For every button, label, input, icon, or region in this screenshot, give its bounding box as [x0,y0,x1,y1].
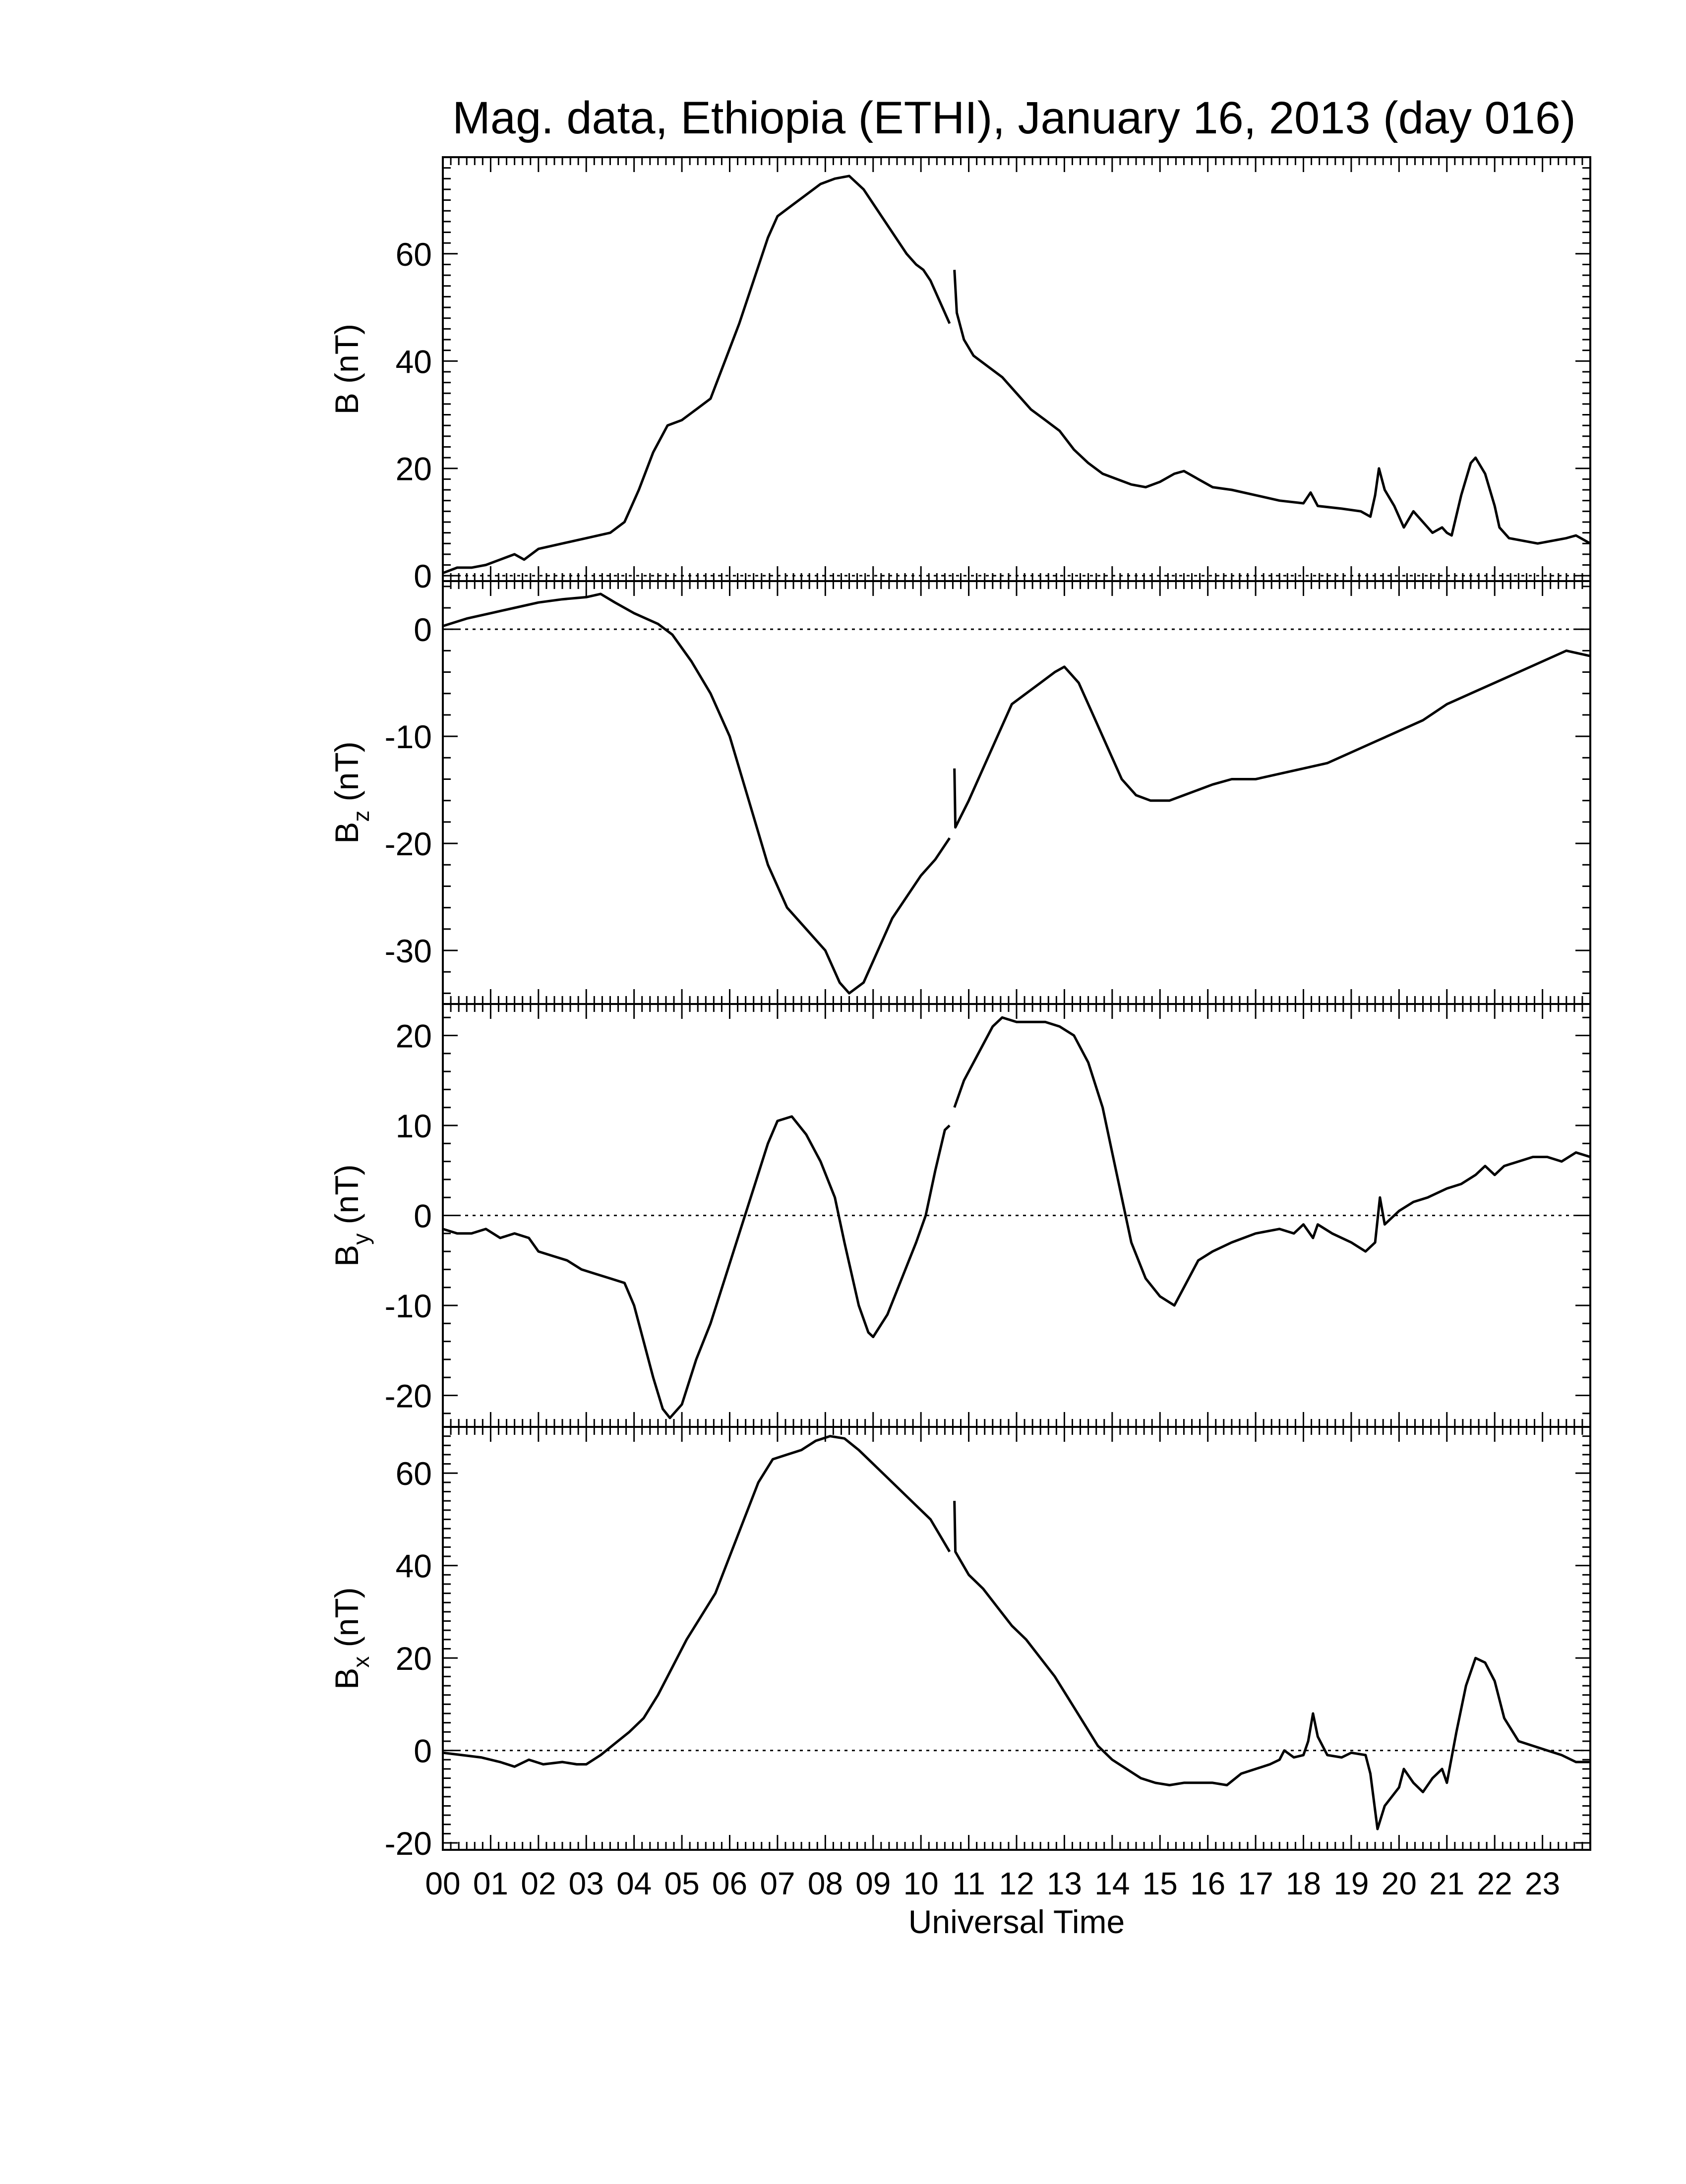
y-tick-label: -10 [385,718,432,755]
y-tick-label: -20 [385,826,432,862]
x-tick-label: 22 [1477,1866,1512,1901]
x-tick-label: 06 [712,1866,747,1901]
x-tick-label: 20 [1382,1866,1417,1901]
series-line-segment [953,1501,1590,1830]
y-axis-label: By (nT) [328,1164,374,1266]
y-axis-label-units: (nT) [328,1164,365,1233]
y-tick-label: -20 [385,1825,432,1862]
y-tick-label: 60 [396,236,432,273]
y-axis-label: Bz (nT) [328,741,374,843]
x-tick-label: 14 [1094,1866,1130,1901]
x-tick-label: 00 [425,1866,460,1901]
y-axis-label-main: B [328,1668,365,1690]
x-tick-label: 09 [855,1866,891,1901]
x-tick-label: 15 [1143,1866,1178,1901]
y-axis-label-main: B [328,822,365,844]
y-tick-label: 0 [414,558,432,594]
y-axis-label-units: (nT) [328,1587,365,1656]
y-axis-label-subscript: y [348,1234,374,1245]
y-tick-label: 60 [396,1455,432,1492]
series-line-segment [953,649,1591,829]
x-tick-label: 01 [473,1866,508,1901]
series-line-segment [953,270,1591,545]
x-tick-label: 13 [1047,1866,1082,1901]
y-tick-label: 0 [414,1198,432,1235]
x-tick-label: 23 [1525,1866,1560,1901]
y-tick-label: -30 [385,933,432,969]
x-tick-label: 18 [1286,1866,1321,1901]
y-tick-label: -10 [385,1288,432,1324]
y-tick-label: 10 [396,1108,432,1144]
x-axis-label: Universal Time [908,1903,1125,1940]
y-axis-label: Bx (nT) [328,1587,374,1689]
x-tick-label: 04 [616,1866,652,1901]
y-axis-label-subscript: x [348,1656,374,1668]
panel-3: 20 10 0 -10 -20 By (nT) [328,1003,1591,1428]
series-line-segment [953,1016,1591,1307]
y-tick-label: 40 [396,1548,432,1585]
y-axis-label: B (nT) [328,324,365,414]
series-line-segment [442,175,951,575]
y-tick-label: -20 [385,1377,432,1414]
x-tick-label: 12 [999,1866,1034,1901]
y-tick-label: 0 [414,1733,432,1770]
x-tick-label: 02 [521,1866,556,1901]
y-tick-label: 20 [396,1640,432,1677]
series-line-segment [442,592,951,995]
x-tick-label: 17 [1238,1866,1273,1901]
y-tick-label: 20 [396,1018,432,1055]
x-tick-label: 08 [808,1866,843,1901]
y-tick-label: 40 [396,343,432,380]
chart-title: Mag. data, Ethiopia (ETHI), January 16, … [452,93,1576,143]
y-tick-label: 20 [396,451,432,487]
panel-frame [442,580,1591,1005]
x-tick-label: 10 [903,1866,939,1901]
y-axis-label-main: B [328,1245,365,1267]
panel-1: 0 20 40 60 B (nT) [328,156,1591,594]
panel-2: 0 -10 -20 -30 Bz (nT) [328,580,1591,1005]
x-tick-label: 16 [1190,1866,1225,1901]
y-tick-label: 0 [414,611,432,648]
x-tick-label: 11 [952,1866,985,1901]
y-axis-label-subscript: z [348,811,374,822]
series-line-segment [442,1115,951,1419]
x-tick-label: 03 [569,1866,604,1901]
y-axis-label-main: B (nT) [328,324,365,414]
x-tick-label: 05 [664,1866,699,1901]
x-tick-label: 19 [1333,1866,1369,1901]
y-axis-label-units: (nT) [328,741,365,810]
series-line-segment [442,1435,951,1768]
x-tick-label: 21 [1429,1866,1464,1901]
panel-4: 60 40 20 0 -20 Bx (nT) [328,1426,1591,1862]
x-tick-label: 07 [760,1866,795,1901]
